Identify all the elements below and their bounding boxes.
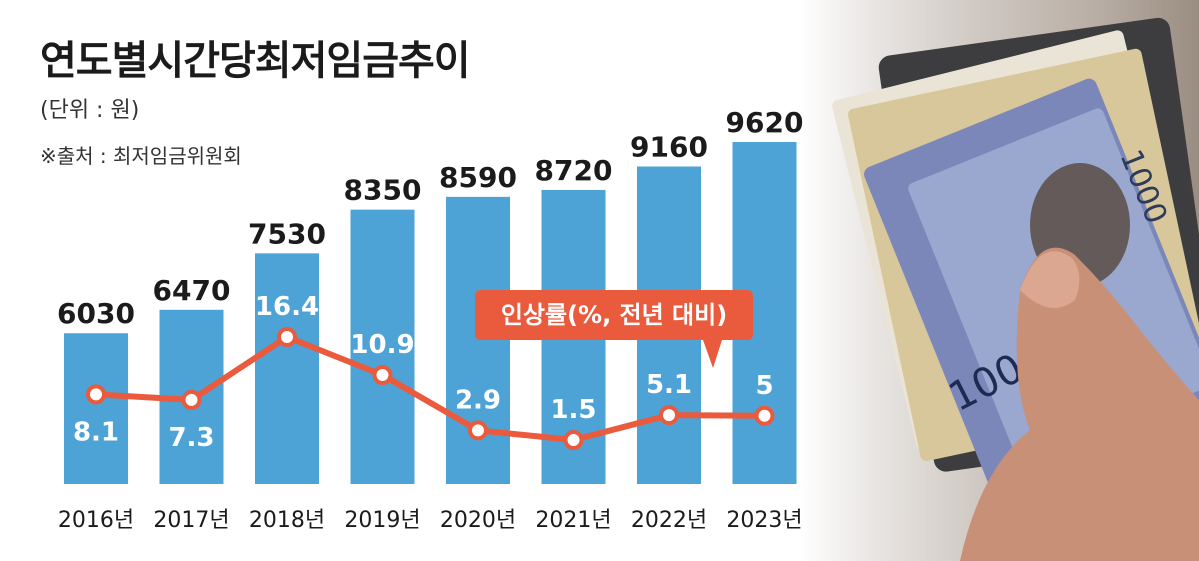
rate-point [468,420,488,441]
bar-value-label: 6030 [57,297,135,330]
rate-value-label: 7.3 [168,423,214,453]
bar-value-label: 6470 [153,274,231,307]
bar-value-label: 9160 [630,131,708,164]
bar [446,196,510,485]
bar [350,209,415,484]
rate-point [86,384,106,405]
rate-value-label: 2.9 [455,385,501,415]
bar-value-label: 8720 [535,154,613,187]
rate-value-label: 16.4 [255,292,319,322]
bar [255,253,319,484]
rate-value-label: 10.9 [350,330,414,360]
x-tick-label: 2023년 [726,508,802,533]
wallet-photo-illustration: 1000 1000 [832,17,1199,561]
legend-callout: 인상률(%, 전년 대비) [475,290,753,368]
x-tick-label: 2021년 [535,508,611,533]
rate-value-label: 5 [755,371,773,401]
x-tick-label: 2017년 [153,508,229,533]
bar-value-label: 8350 [344,174,422,207]
chart-title: 연도별시간당최저임금추이 [40,38,471,84]
rate-point [277,327,297,347]
rate-line-series [86,327,775,450]
rate-value-label: 5.1 [646,370,692,400]
rate-point [659,405,679,426]
x-tick-label: 2018년 [249,508,325,533]
rate-point [754,405,775,426]
rate-point [372,365,393,386]
rate-value-labels: 8.1 7.3 16.4 10.9 2.9 1.5 5.1 5 [73,292,774,453]
bar-value-label: 7530 [248,217,326,250]
bar [64,333,128,484]
x-tick-label: 2016년 [58,508,134,533]
rate-value-label: 8.1 [73,417,119,447]
legend-callout-text: 인상률(%, 전년 대비) [501,301,727,329]
bar-value-label: 9620 [726,106,804,139]
bar-value-label: 8590 [439,161,517,194]
x-axis-labels: 2016년 2017년 2018년 2019년 2020년 2021년 2022년 2023년 [58,508,803,533]
rate-line [95,334,765,443]
rate-point [181,389,202,410]
bar-value-labels: 6030 6470 7530 8350 8590 8720 9160 9620 [57,106,803,330]
rate-value-label: 1.5 [550,395,596,425]
x-tick-label: 2020년 [440,508,516,533]
x-tick-label: 2022년 [631,508,707,533]
source-label: ※출처 : 최저임금위원회 [40,144,242,168]
rate-point [563,430,584,450]
x-tick-label: 2019년 [344,508,420,533]
unit-label: (단위 : 원) [40,98,140,123]
